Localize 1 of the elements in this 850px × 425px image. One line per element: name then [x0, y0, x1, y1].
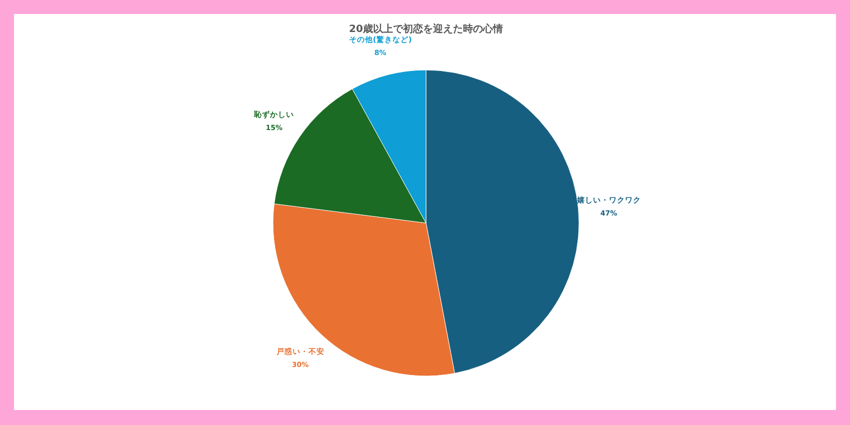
chart-title: 20歳以上で初恋を迎えた時の心情	[349, 23, 503, 35]
